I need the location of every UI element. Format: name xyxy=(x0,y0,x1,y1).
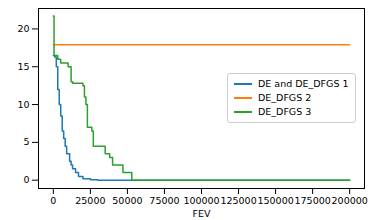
svg-text:0: 0 xyxy=(50,195,56,206)
svg-text:10: 10 xyxy=(17,99,29,110)
html-text:DE and DE_DFGS 1: DE and DE_DFGS 1 xyxy=(258,78,349,89)
svg-text:75000: 75000 xyxy=(149,195,179,206)
svg-text:FEV: FEV xyxy=(193,208,211,219)
svg-text:20: 20 xyxy=(17,23,29,34)
svg-text:0: 0 xyxy=(23,174,29,185)
svg-text:5: 5 xyxy=(23,136,29,147)
html-text:DE_DFGS 2: DE_DFGS 2 xyxy=(258,92,312,103)
svg-text:150000: 150000 xyxy=(257,195,293,206)
svg-text:125000: 125000 xyxy=(220,195,256,206)
html-text:DE_DFGS 3: DE_DFGS 3 xyxy=(258,106,312,117)
svg-text:200000: 200000 xyxy=(332,195,368,206)
svg-text:50000: 50000 xyxy=(112,195,142,206)
svg-text:25000: 25000 xyxy=(75,195,105,206)
svg-text:15: 15 xyxy=(17,61,29,72)
svg-text:100000: 100000 xyxy=(183,195,219,206)
svg-text:175000: 175000 xyxy=(295,195,331,206)
